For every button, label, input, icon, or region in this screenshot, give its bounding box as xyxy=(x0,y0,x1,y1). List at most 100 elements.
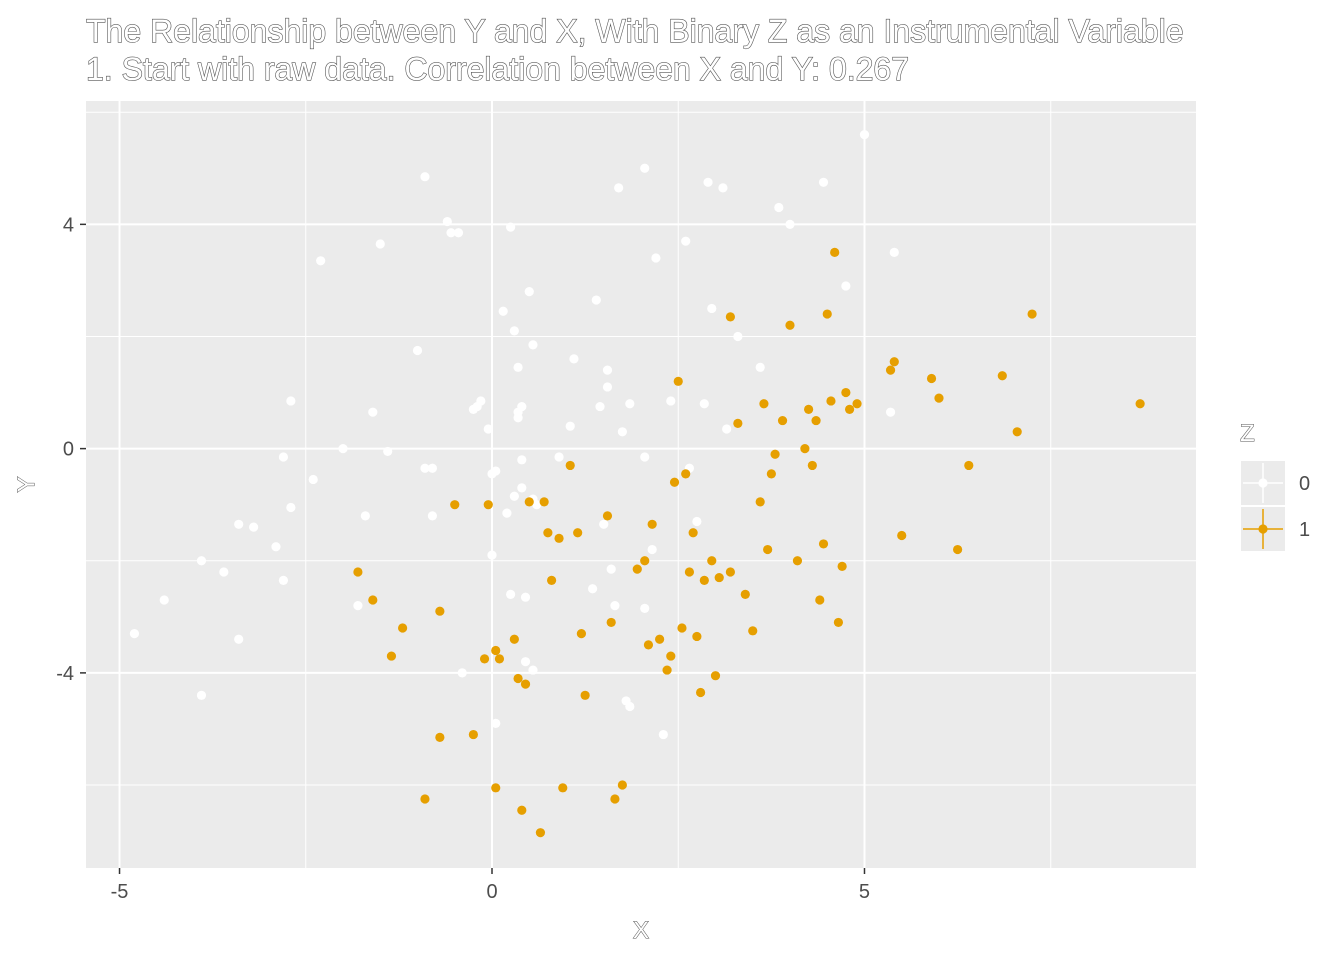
data-point-z0 xyxy=(368,407,378,417)
legend-label: 0 xyxy=(1299,473,1310,495)
data-point-z1 xyxy=(964,460,974,471)
data-point-z0 xyxy=(681,236,691,246)
data-point-z0 xyxy=(286,502,296,513)
data-point-z0 xyxy=(841,281,851,291)
data-point-z0 xyxy=(565,421,575,431)
data-point-z1 xyxy=(673,376,683,386)
data-point-z0 xyxy=(666,396,676,406)
legend-title: Z xyxy=(1240,420,1255,447)
data-point-z1 xyxy=(807,460,817,471)
data-point-z1 xyxy=(684,567,695,577)
data-point-z0 xyxy=(774,202,784,213)
data-point-z0 xyxy=(412,345,423,356)
data-point-z0 xyxy=(234,634,244,644)
data-point-z1 xyxy=(822,309,832,319)
data-point-z1 xyxy=(1012,427,1022,437)
data-point-z0 xyxy=(889,247,899,257)
data-point-z0 xyxy=(520,592,531,602)
data-point-z1 xyxy=(792,556,803,566)
data-point-z0 xyxy=(383,446,393,457)
data-point-z1 xyxy=(565,460,575,471)
data-point-z0 xyxy=(528,665,538,675)
data-point-z1 xyxy=(833,617,844,628)
data-point-z0 xyxy=(442,216,452,227)
data-point-z1 xyxy=(934,393,944,403)
data-point-z1 xyxy=(725,312,735,322)
data-point-z0 xyxy=(640,163,650,173)
data-point-z0 xyxy=(885,407,896,417)
data-point-z1 xyxy=(733,418,743,428)
data-point-z1 xyxy=(885,365,896,375)
data-point-z0 xyxy=(502,508,512,518)
data-point-z1 xyxy=(368,595,378,605)
data-point-z1 xyxy=(811,415,821,426)
data-point-z1 xyxy=(826,396,836,406)
data-point-z0 xyxy=(722,424,732,434)
data-point-z1 xyxy=(539,497,549,507)
data-point-z0 xyxy=(640,603,650,614)
axis-ticks: -5 0 5 -4 0 4 xyxy=(56,214,870,903)
data-point-z1 xyxy=(491,783,501,793)
data-point-z1 xyxy=(897,530,907,541)
data-point-z0 xyxy=(517,401,527,412)
data-point-z0 xyxy=(606,564,616,574)
data-point-z0 xyxy=(587,584,598,594)
data-point-z0 xyxy=(528,340,538,350)
data-point-z0 xyxy=(610,601,620,611)
data-point-z0 xyxy=(234,519,244,529)
data-point-z1 xyxy=(755,497,765,507)
data-point-z1 xyxy=(777,415,788,426)
data-point-z1 xyxy=(830,247,840,257)
data-point-z1 xyxy=(889,357,899,367)
data-point-z1 xyxy=(662,665,672,675)
data-point-z0 xyxy=(699,399,709,409)
data-point-z0 xyxy=(487,550,497,560)
data-point-z0 xyxy=(554,452,564,462)
data-point-z1 xyxy=(543,528,553,538)
data-point-z1 xyxy=(513,673,523,684)
data-point-z0 xyxy=(524,287,534,297)
data-point-z1 xyxy=(707,556,717,566)
data-point-z1 xyxy=(655,634,665,644)
data-point-z1 xyxy=(688,528,698,538)
data-point-z1 xyxy=(710,671,721,681)
data-point-z1 xyxy=(818,539,829,549)
data-point-z1 xyxy=(386,651,397,661)
data-point-z0 xyxy=(569,354,579,364)
data-point-z1 xyxy=(547,575,557,585)
data-point-z0 xyxy=(506,589,516,599)
data-point-z1 xyxy=(479,654,490,664)
data-point-z1 xyxy=(491,645,501,656)
data-point-z1 xyxy=(617,780,627,790)
data-point-z0 xyxy=(509,326,519,336)
data-point-z0 xyxy=(353,601,363,611)
data-point-z0 xyxy=(457,668,467,678)
data-point-z0 xyxy=(427,463,438,473)
data-point-z1 xyxy=(558,783,568,793)
data-point-z0 xyxy=(375,239,385,249)
data-point-z1 xyxy=(677,623,687,633)
data-point-z0 xyxy=(625,701,635,712)
data-point-z0 xyxy=(602,382,613,392)
grid-lines xyxy=(86,101,1196,868)
plot-panel xyxy=(86,101,1196,868)
chart-subtitle: 1. Start with raw data. Correlation betw… xyxy=(86,51,909,87)
data-point-z0 xyxy=(707,303,717,314)
y-tick-label: 4 xyxy=(63,214,74,236)
data-point-z1 xyxy=(435,606,445,616)
data-point-z1 xyxy=(997,371,1007,381)
data-point-z1 xyxy=(666,651,676,661)
data-point-z0 xyxy=(532,500,542,510)
data-point-z1 xyxy=(953,544,963,555)
legend-entry-z1: 1 xyxy=(1241,507,1310,551)
data-point-z0 xyxy=(513,362,523,372)
data-point-z0 xyxy=(491,718,501,728)
data-point-z1 xyxy=(714,572,724,583)
data-point-z1 xyxy=(606,617,616,628)
data-point-z1 xyxy=(647,519,657,529)
data-point-z0 xyxy=(591,295,601,305)
data-point-z1 xyxy=(520,679,531,689)
y-tick-label: 0 xyxy=(63,439,74,461)
data-point-z0 xyxy=(617,427,627,437)
data-point-z1 xyxy=(766,469,776,479)
